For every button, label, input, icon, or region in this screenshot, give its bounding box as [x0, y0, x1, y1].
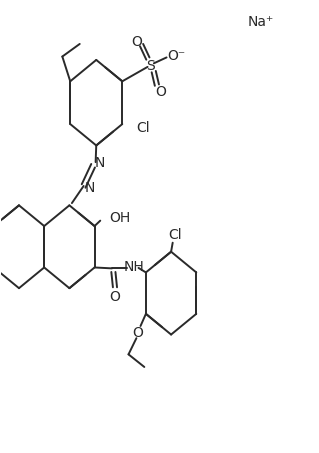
Text: O: O: [156, 85, 167, 99]
Text: OH: OH: [109, 212, 130, 226]
Text: Cl: Cl: [137, 120, 150, 135]
Text: Na⁺: Na⁺: [248, 14, 274, 29]
Text: Cl: Cl: [168, 227, 182, 241]
Text: NH: NH: [124, 260, 145, 275]
Text: N: N: [85, 181, 95, 195]
Text: N: N: [94, 156, 105, 170]
Text: O: O: [131, 35, 142, 49]
Text: O: O: [110, 290, 121, 304]
Text: S: S: [146, 58, 154, 72]
Text: O: O: [133, 326, 144, 340]
Text: O⁻: O⁻: [167, 48, 186, 63]
